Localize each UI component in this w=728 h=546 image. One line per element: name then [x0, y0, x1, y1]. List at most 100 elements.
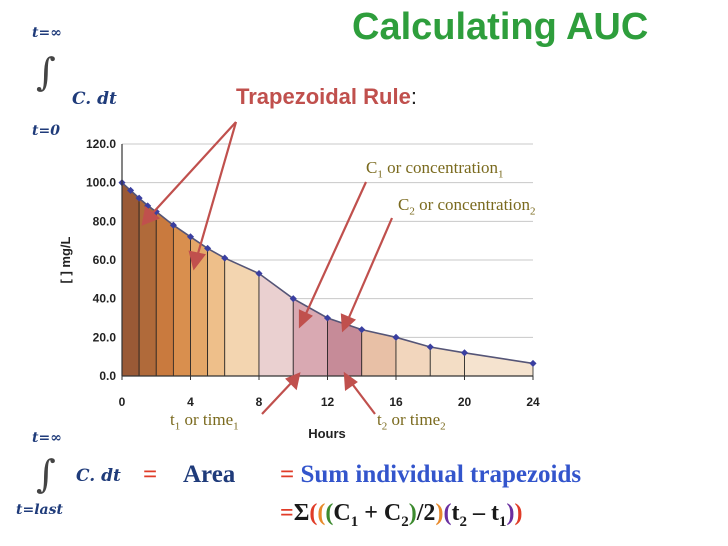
data-point [358, 326, 366, 334]
y-tick-label: 120.0 [86, 137, 116, 151]
sum-line: = Sum individual trapezoids [280, 461, 581, 489]
formula-paren-2: ( [317, 500, 326, 526]
data-point [289, 295, 297, 303]
c2-main: C [398, 195, 410, 214]
formula-paren-3: ( [325, 500, 334, 526]
t1-rest: or time [180, 410, 234, 429]
t1-sub2: 1 [233, 420, 239, 433]
formula-divide: /2 [416, 500, 436, 526]
t2-sub2: 2 [440, 420, 446, 433]
formula-t2-sub: 2 [459, 513, 467, 530]
y-tick-label: 80.0 [93, 214, 117, 228]
data-point [169, 221, 177, 229]
x-tick-label: 20 [458, 395, 472, 409]
data-point [392, 333, 400, 341]
trapezoid [138, 197, 157, 377]
t1-annotation: t1 or time1 [170, 410, 239, 432]
y-tick-label: 0.0 [99, 369, 116, 383]
formula-t1: t [490, 500, 499, 526]
y-tick-label: 60.0 [93, 253, 117, 267]
y-tick-label: 20.0 [93, 330, 117, 344]
formula-t2: t [451, 500, 460, 526]
trapezoid [207, 247, 226, 377]
c1-main: C [366, 158, 378, 177]
formula-minus: – [466, 500, 491, 526]
x-tick-label: 0 [119, 395, 126, 409]
subtitle: Trapezoidal Rule: [236, 84, 417, 110]
c1-annotation: C1 or concentration1 [366, 158, 504, 180]
x-tick-label: 12 [321, 395, 335, 409]
c1-arrow [302, 181, 368, 319]
c2-annotation: C2 or concentration2 [398, 195, 536, 217]
integral-top-upper-limit: t=∞ [32, 25, 62, 41]
formula-c2: C [383, 500, 402, 526]
pointer-arrow-left [149, 121, 237, 217]
c1-arrowhead [298, 309, 313, 329]
x-tick-label: 24 [526, 395, 540, 409]
data-point [127, 186, 135, 194]
integral-bottom-sign: ∫ [36, 452, 56, 496]
integral-top-expression: C. dt [72, 89, 117, 109]
integral-bottom-expression: C. dt [76, 466, 121, 486]
formula-c2-sub: 2 [401, 513, 409, 530]
subtitle-text: Trapezoidal Rule [236, 84, 411, 109]
equals-sign-2: = [280, 461, 295, 488]
pointer-arrow-right [195, 121, 238, 258]
t1-sub: 1 [174, 420, 181, 433]
x-axis-title: Hours [308, 426, 346, 441]
c1-sub2: 1 [498, 168, 504, 181]
integral-bottom-upper-limit: t=∞ [32, 430, 62, 446]
sum-text: Sum individual trapezoids [300, 461, 582, 488]
data-point [529, 359, 537, 367]
trapezoid [155, 210, 174, 377]
formula-paren-4: ( [443, 500, 452, 526]
y-tick-label: 100.0 [86, 176, 116, 190]
formula-c1: C [333, 500, 351, 526]
formula-plus: + [358, 500, 384, 526]
t2-arrowhead [343, 371, 358, 392]
data-point [204, 244, 212, 252]
t1-arrowhead [285, 372, 301, 391]
c2-arrowhead [340, 313, 357, 333]
formula-close-4: ) [514, 500, 523, 526]
t2-main: t [377, 410, 382, 429]
trapezoid [172, 224, 191, 377]
formula-close-1: ) [408, 500, 417, 526]
data-point [186, 233, 195, 241]
formula-equals: = [280, 500, 294, 526]
t2-rest: or time [387, 410, 441, 429]
y-tick-label: 40.0 [93, 292, 117, 306]
c2-sub: 2 [409, 205, 415, 218]
pointer-arrowhead-right [188, 250, 206, 271]
c2-arrow [345, 217, 394, 323]
c1-sub: 1 [377, 168, 383, 181]
data-point [255, 269, 263, 278]
x-tick-label: 8 [256, 395, 263, 409]
data-point [460, 349, 469, 357]
t2-arrow [349, 380, 376, 415]
c2-sub2: 2 [530, 205, 536, 218]
formula-close-3: ) [506, 500, 515, 526]
area-label: Area [183, 461, 236, 488]
formula-t1-sub: 1 [498, 513, 507, 530]
integral-top-sign: ∫ [36, 50, 56, 94]
data-point [135, 194, 143, 202]
trapezoid [224, 257, 260, 377]
subtitle-colon: : [410, 84, 417, 109]
integral-bottom-lower-limit: t=last [16, 502, 63, 518]
pointer-arrowhead-left [141, 205, 161, 226]
formula-close-2: ) [435, 500, 444, 526]
x-tick-label: 16 [389, 395, 403, 409]
t2-annotation: t2 or time2 [377, 410, 446, 432]
formula-paren-1: ( [309, 500, 318, 526]
integral-top-lower-limit: t=0 [32, 123, 60, 139]
trapezoid [121, 181, 140, 377]
formula-sigma: Σ [293, 500, 310, 526]
c2-rest: or concentration [414, 195, 531, 214]
trapezoid-formula: =Σ(((C1 + C2)/2)(t2 – t1)) [280, 500, 522, 531]
equals-sign-1: = [143, 461, 158, 488]
y-axis-title: [ ] mg/L [58, 236, 73, 283]
c1-rest: or concentration [382, 158, 499, 177]
data-point [323, 314, 332, 322]
